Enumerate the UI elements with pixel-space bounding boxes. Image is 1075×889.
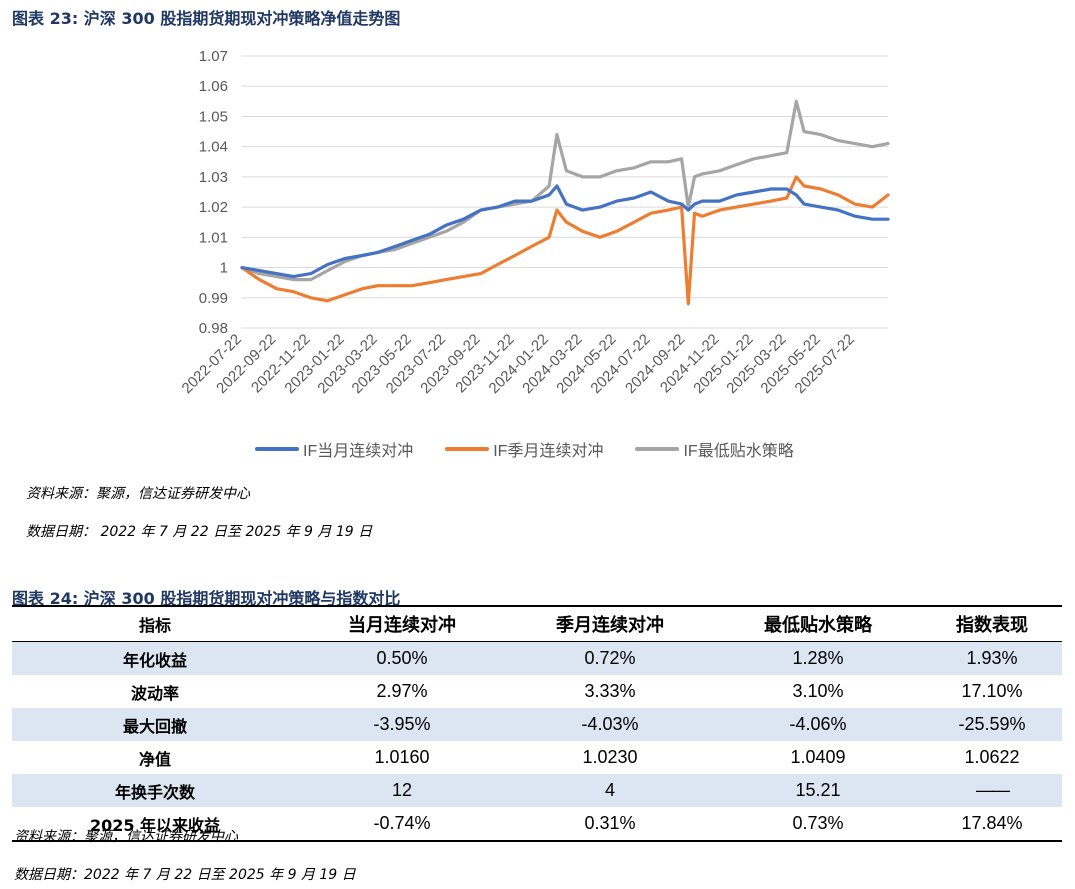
table-cell: 17.84% bbox=[922, 807, 1062, 842]
chart-source-note: 资料来源：聚源，信达证券研发中心 bbox=[26, 486, 250, 502]
row-label: 波动率 bbox=[130, 683, 179, 703]
table-cell: 1.93% bbox=[922, 641, 1062, 675]
table-row: 年换手次数 12 4 15.21 —— bbox=[12, 774, 1062, 807]
chart-legend: IF当月连续对冲 IF季月连续对冲 IF最低贴水策略 bbox=[255, 437, 794, 461]
legend-item-front-month: IF当月连续对冲 bbox=[255, 437, 413, 461]
y-tick-label: 1.03 bbox=[199, 169, 228, 186]
table-cell: 4 bbox=[506, 774, 715, 807]
legend-label: IF当月连续对冲 bbox=[303, 443, 414, 460]
y-tick-label: 1 bbox=[220, 260, 228, 277]
table-cell: —— bbox=[922, 774, 1062, 807]
table-cell: 1.0622 bbox=[964, 747, 1020, 767]
table-cell: 15.21 bbox=[714, 774, 923, 807]
legend-item-min-discount: IF最低贴水策略 bbox=[635, 437, 794, 461]
y-tick-label: 1.01 bbox=[199, 229, 228, 246]
row-label: 最大回撤 bbox=[12, 708, 298, 741]
header-quarter-month: 季月连续对冲 bbox=[506, 605, 715, 642]
table-cell: -25.59% bbox=[922, 708, 1062, 741]
legend-swatch bbox=[635, 447, 680, 451]
table-cell: 12 bbox=[298, 774, 507, 807]
header-metric: 指标 bbox=[12, 605, 298, 642]
y-tick-label: 1.06 bbox=[199, 78, 228, 95]
table-header-row: 指标 当月连续对冲 季月连续对冲 最低贴水策略 指数表现 bbox=[12, 605, 1062, 642]
figure-24-title: 图表 24: 沪深 300 股指期货期现对冲策略与指数对比 bbox=[12, 589, 401, 608]
table-row: 净值 1.0160 1.0230 1.0409 1.0622 bbox=[12, 741, 1062, 774]
table-cell: 1.0230 bbox=[582, 747, 638, 767]
y-tick-label: 1.07 bbox=[199, 48, 228, 65]
header-front-month: 当月连续对冲 bbox=[298, 605, 507, 642]
header-min-discount: 最低贴水策略 bbox=[714, 605, 923, 642]
series-line bbox=[240, 175, 890, 306]
row-label: 年换手次数 bbox=[12, 774, 298, 807]
legend-label: IF最低贴水策略 bbox=[683, 443, 794, 460]
header-index: 指数表现 bbox=[922, 605, 1062, 642]
table-cell: -4.03% bbox=[506, 708, 715, 741]
legend-item-quarter-month: IF季月连续对冲 bbox=[445, 437, 603, 461]
table-cell: 2.97% bbox=[376, 681, 428, 701]
table-row: 最大回撤 -3.95% -4.03% -4.06% -25.59% bbox=[12, 708, 1062, 741]
table-cell: 0.31% bbox=[506, 807, 715, 842]
nav-line-chart: 0.98 0.99 1 1.01 1.02 1.03 1.04 1.05 1.06 1.07 202… bbox=[160, 38, 912, 470]
y-tick-label: 1.05 bbox=[199, 108, 228, 125]
table-source-note: 资料来源：聚源，信达证券研发中心 bbox=[14, 829, 238, 845]
y-tick-label: 1.04 bbox=[199, 139, 228, 156]
table-cell: 1.0409 bbox=[790, 747, 846, 767]
y-tick-label: 0.99 bbox=[199, 290, 228, 307]
y-tick-label: 0.98 bbox=[199, 320, 228, 337]
table-date-note: 数据日期：2022 年 7 月 22 日至 2025 年 9 月 19 日 bbox=[14, 867, 356, 883]
table-cell: 17.10% bbox=[961, 681, 1023, 701]
figure-23-title: 图表 23: 沪深 300 股指期货期现对冲策略净值走势图 bbox=[12, 9, 401, 28]
table-cell: 1.28% bbox=[714, 641, 923, 675]
y-tick-label: 1.02 bbox=[199, 199, 228, 216]
table-cell: 0.50% bbox=[298, 641, 507, 675]
chart-svg: 0.980.9911.011.021.031.041.051.061.07202… bbox=[179, 48, 890, 397]
table-cell: 3.10% bbox=[792, 681, 844, 701]
row-label: 2025 年以来收益 bbox=[12, 807, 298, 842]
series-line bbox=[240, 184, 890, 279]
legend-label: IF季月连续对冲 bbox=[493, 443, 604, 460]
row-label: 年化收益 bbox=[12, 641, 298, 675]
table-cell: 0.73% bbox=[714, 807, 923, 842]
legend-swatch bbox=[255, 447, 299, 451]
table-row: 波动率 2.97% 3.33% 3.10% 17.10% bbox=[12, 675, 1062, 708]
table-cell: 0.72% bbox=[506, 641, 715, 675]
table-cell: -0.74% bbox=[298, 807, 507, 842]
row-label: 净值 bbox=[138, 749, 171, 769]
table-row: 2025 年以来收益 -0.74% 0.31% 0.73% 17.84% bbox=[12, 807, 1062, 842]
table-cell: -3.95% bbox=[298, 708, 507, 741]
chart-date-note: 数据日期： 2022 年 7 月 22 日至 2025 年 9 月 19 日 bbox=[26, 524, 373, 540]
table-cell: -4.06% bbox=[714, 708, 923, 741]
legend-swatch bbox=[445, 447, 490, 451]
performance-table: 指标 当月连续对冲 季月连续对冲 最低贴水策略 指数表现 年化收益 0.50% … bbox=[12, 605, 1062, 842]
table-cell: 3.33% bbox=[584, 681, 636, 701]
table-row: 年化收益 0.50% 0.72% 1.28% 1.93% bbox=[12, 641, 1062, 675]
table-cell: 1.0160 bbox=[374, 747, 430, 767]
